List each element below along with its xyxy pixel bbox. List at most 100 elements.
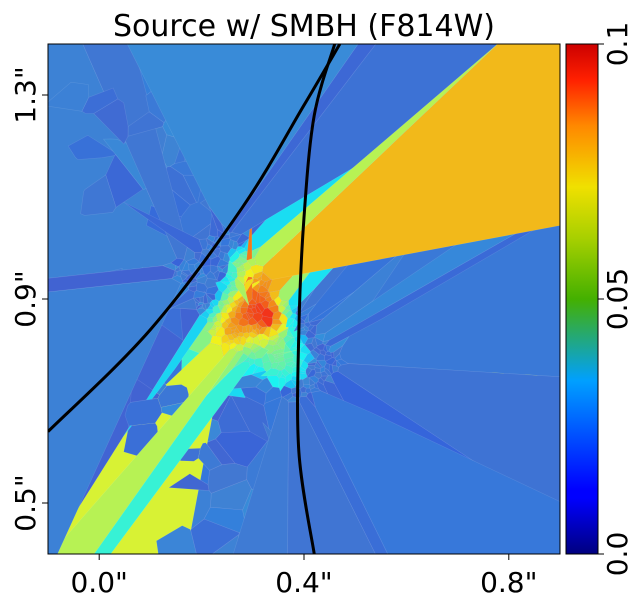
source-cell — [306, 369, 317, 379]
source-cell — [255, 322, 260, 331]
source-cell — [267, 304, 279, 314]
source-cell — [207, 328, 217, 337]
source-cell — [314, 367, 321, 373]
source-cell — [161, 262, 176, 271]
source-cell — [251, 329, 259, 336]
source-cell — [261, 351, 271, 364]
y-tick-label: 0.5" — [9, 474, 42, 531]
source-cell — [319, 366, 326, 374]
x-tick-label: 0.4" — [275, 566, 332, 599]
source-cell — [249, 343, 261, 351]
source-cell — [236, 247, 246, 255]
source-cell — [313, 382, 320, 390]
source-cell — [228, 231, 242, 238]
source-cell — [275, 363, 285, 371]
source-cell — [247, 298, 257, 305]
source-cell — [204, 278, 219, 289]
source-cell — [304, 337, 314, 345]
source-cell — [105, 154, 144, 208]
source-cell — [195, 303, 204, 311]
source-cell — [320, 370, 330, 377]
source-cell — [287, 401, 376, 554]
source-cell — [243, 278, 254, 294]
source-cell — [245, 311, 251, 321]
source-cell — [209, 264, 219, 275]
source-cell — [220, 304, 228, 313]
source-cell — [323, 344, 328, 353]
source-cell — [167, 473, 210, 491]
caustic-curves — [48, 44, 342, 554]
colorbar: 0.0 0.05 0.1 — [565, 22, 634, 577]
source-cell — [239, 335, 247, 346]
source-cell — [254, 327, 261, 336]
source-cell — [227, 259, 238, 273]
source-cell — [313, 371, 323, 380]
source-cell — [213, 269, 220, 281]
source-cell — [230, 316, 240, 327]
source-cell — [262, 44, 560, 280]
source-cell — [226, 333, 235, 341]
source-cell — [215, 326, 222, 334]
source-cell — [156, 525, 197, 554]
source-cell — [172, 270, 178, 279]
source-cell — [233, 331, 240, 337]
source-cell — [226, 283, 233, 289]
source-cell — [285, 317, 295, 328]
source-cell — [308, 291, 355, 323]
source-cell — [238, 255, 248, 265]
source-cell — [81, 87, 119, 114]
chart-title: Source w/ SMBH (F814W) — [113, 9, 495, 44]
colorbar-tick-label: 0.05 — [601, 268, 634, 330]
source-cell — [212, 304, 222, 315]
source-cell — [181, 269, 192, 276]
source-cell — [289, 305, 299, 311]
source-cell — [217, 395, 251, 433]
source-cell — [247, 351, 257, 360]
source-cell — [241, 325, 248, 334]
source-cell — [237, 300, 245, 308]
caustic-curve-1 — [48, 44, 342, 433]
x-tick-label: 0.8" — [480, 566, 537, 599]
source-cell — [247, 303, 254, 310]
source-cell — [197, 301, 205, 307]
source-cell — [273, 358, 281, 364]
source-cell — [245, 335, 253, 344]
source-cell — [255, 377, 274, 394]
source-cell — [320, 375, 329, 382]
source-cell — [308, 318, 325, 326]
source-cell — [266, 353, 276, 365]
colorbar-tick-label: 0.1 — [601, 22, 634, 67]
source-cell — [335, 359, 342, 368]
source-cell — [48, 278, 182, 554]
colorbar-gradient — [565, 43, 599, 555]
source-cell — [204, 302, 211, 310]
colorbar-tick-label: 0.0 — [601, 532, 634, 577]
source-cell — [287, 319, 295, 328]
source-cell — [303, 352, 315, 364]
source-cell — [283, 334, 293, 344]
source-cell — [188, 285, 197, 293]
source-cell — [236, 270, 247, 277]
source-cell — [278, 300, 289, 306]
source-cell — [268, 327, 279, 338]
source-cell — [254, 347, 270, 359]
source-cell — [234, 326, 241, 334]
source-cell — [183, 246, 195, 262]
source-cells — [48, 44, 560, 554]
source-cell — [229, 342, 238, 351]
source-cell — [198, 238, 209, 250]
source-cell — [233, 337, 241, 345]
source-cell — [256, 274, 263, 282]
source-cell — [80, 174, 117, 216]
source-cell — [281, 308, 291, 316]
source-cell — [248, 337, 255, 344]
source-cell — [307, 324, 315, 332]
source-cell — [309, 324, 317, 336]
source-cell — [237, 294, 245, 303]
source-cell — [185, 257, 200, 266]
source-cell — [219, 245, 232, 254]
source-cell — [259, 279, 266, 287]
source-cell — [264, 295, 273, 303]
source-cell — [300, 359, 309, 371]
source-cell — [195, 273, 207, 280]
